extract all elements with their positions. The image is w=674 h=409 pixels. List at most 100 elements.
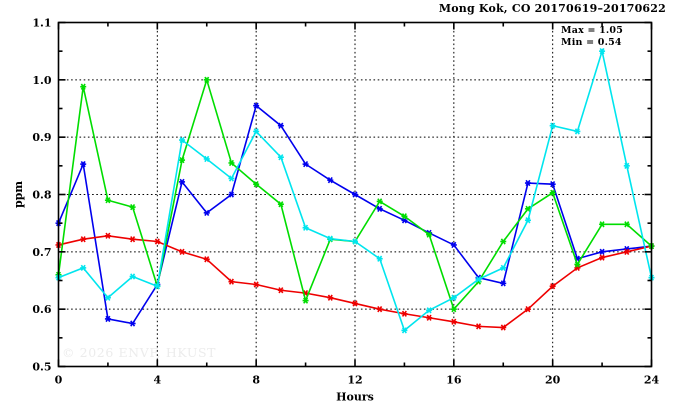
marker-stroke: [179, 156, 185, 164]
marker-stroke: [401, 310, 407, 317]
marker-stroke: [303, 160, 309, 168]
data-point: [623, 248, 630, 255]
data-point: [401, 327, 408, 334]
data-point: [277, 122, 284, 129]
marker-stroke: [228, 175, 234, 182]
data-point: [376, 198, 383, 205]
data-point: [623, 162, 630, 169]
marker-stroke: [624, 221, 630, 228]
marker-stroke: [80, 264, 86, 272]
data-point: [253, 181, 260, 188]
data-point: [450, 318, 457, 325]
marker-stroke: [80, 160, 86, 168]
marker-stroke: [377, 205, 383, 212]
marker-stroke: [105, 197, 111, 204]
marker-stroke: [352, 300, 358, 307]
y-tick-label: 0.8: [32, 189, 51, 202]
data-point: [426, 231, 433, 238]
marker-stroke: [550, 283, 556, 290]
marker-stroke: [253, 102, 259, 109]
data-point: [376, 205, 383, 212]
data-point: [203, 155, 210, 163]
data-series-day4: [55, 48, 655, 334]
data-point: [500, 280, 507, 287]
data-point: [327, 294, 334, 301]
data-point: [228, 175, 235, 182]
marker-stroke: [278, 154, 284, 161]
x-tick-label: 0: [55, 374, 63, 387]
marker-stroke: [179, 178, 185, 186]
marker-stroke: [426, 307, 432, 314]
marker-stroke: [228, 278, 234, 285]
data-point: [524, 217, 531, 224]
marker-stroke: [228, 191, 234, 198]
data-point: [179, 178, 186, 186]
data-point: [549, 283, 556, 290]
marker-stroke: [130, 273, 136, 280]
data-point: [524, 179, 531, 187]
data-point: [129, 203, 136, 211]
marker-stroke: [105, 315, 111, 323]
data-point: [104, 197, 111, 204]
data-point: [450, 294, 457, 301]
marker-stroke: [500, 264, 506, 272]
marker-stroke: [550, 189, 556, 196]
data-point: [599, 48, 606, 55]
marker-stroke: [105, 232, 111, 239]
data-point: [352, 300, 358, 307]
marker-stroke: [154, 238, 160, 245]
data-point: [500, 238, 507, 245]
data-point: [376, 306, 383, 313]
marker-stroke: [476, 323, 482, 330]
marker-stroke: [624, 248, 630, 255]
y-tick-label: 0.9: [32, 131, 51, 144]
marker-stroke: [500, 238, 506, 245]
marker-stroke: [327, 235, 333, 242]
data-point: [253, 102, 260, 109]
data-point: [574, 264, 581, 272]
marker-stroke: [476, 276, 482, 283]
marker-stroke: [278, 287, 284, 294]
x-tick-label: 8: [252, 374, 260, 387]
data-point: [104, 315, 111, 323]
data-point: [524, 205, 531, 212]
marker-stroke: [204, 155, 210, 163]
data-point: [599, 248, 606, 255]
y-axis-label: ppm: [12, 181, 25, 208]
marker-stroke: [228, 159, 234, 167]
marker-stroke: [451, 241, 457, 249]
marker-stroke: [525, 179, 531, 187]
legend-max-label: Max = 1.05: [561, 25, 624, 36]
data-point: [574, 128, 581, 135]
marker-stroke: [179, 136, 185, 144]
marker-stroke: [80, 83, 86, 90]
marker-stroke: [599, 221, 605, 228]
data-point: [401, 310, 408, 317]
y-tick-label: 0.7: [32, 246, 51, 259]
data-point: [253, 281, 260, 288]
y-tick-label: 1.0: [32, 74, 51, 87]
data-point: [80, 236, 87, 243]
data-point: [549, 122, 556, 129]
y-tick-label: 0.5: [32, 361, 51, 374]
x-tick-label: 12: [347, 374, 362, 387]
data-point: [277, 201, 284, 208]
marker-stroke: [624, 162, 630, 169]
data-point: [129, 236, 136, 243]
data-point: [228, 159, 235, 167]
data-series-day2: [55, 232, 655, 331]
marker-stroke: [352, 191, 358, 198]
marker-stroke: [253, 181, 259, 188]
ticks: [57, 21, 653, 368]
data-point: [549, 189, 556, 196]
data-point: [623, 221, 630, 228]
marker-stroke: [550, 122, 556, 129]
marker-stroke: [278, 201, 284, 208]
marker-stroke: [253, 128, 259, 135]
data-point: [80, 264, 87, 272]
marker-stroke: [574, 128, 580, 135]
data-point: [80, 83, 87, 90]
data-point: [500, 324, 507, 331]
